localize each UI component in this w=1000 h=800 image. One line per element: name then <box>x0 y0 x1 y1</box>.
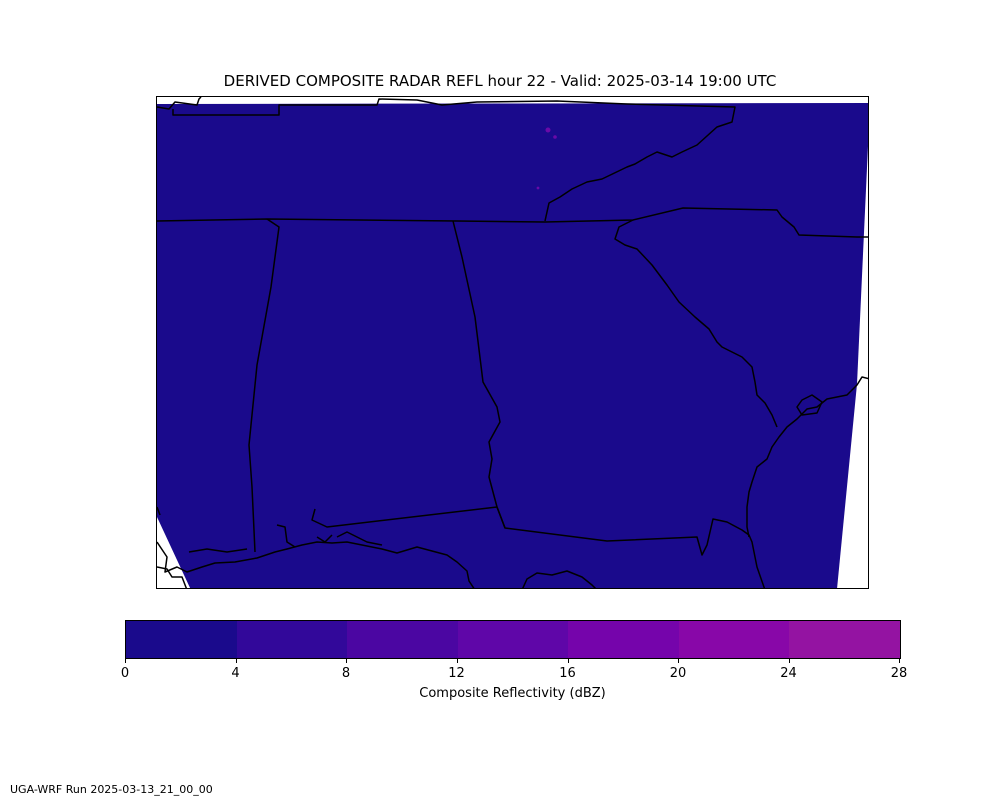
radar-echo <box>545 127 551 133</box>
state-border <box>157 97 736 222</box>
colorbar-segment <box>126 621 237 658</box>
radar-echo <box>553 135 557 139</box>
state-border <box>614 219 778 428</box>
reflectivity-field <box>157 103 868 588</box>
coastline <box>796 394 823 416</box>
colorbar-tick-label: 8 <box>341 666 351 681</box>
radar-map <box>157 97 868 588</box>
run-footer: UGA-WRF Run 2025-03-13_21_00_00 <box>10 783 213 796</box>
map-panel <box>156 96 869 589</box>
colorbar-tick-label: 24 <box>780 666 797 681</box>
colorbar-tick-label: 12 <box>448 666 465 681</box>
colorbar-segment <box>457 621 569 658</box>
coastline <box>157 541 475 588</box>
colorbar-tick-label: 20 <box>669 666 687 681</box>
colorbar-tick-label: 0 <box>120 666 130 681</box>
colorbar-segment <box>789 621 901 658</box>
colorbar-tick-label: 28 <box>890 666 908 681</box>
colorbar-segment <box>568 621 679 658</box>
coastline <box>746 376 868 538</box>
colorbar <box>125 620 901 659</box>
colorbar-segment <box>347 621 458 658</box>
state-border <box>311 506 766 588</box>
state-border <box>157 207 868 238</box>
state-border <box>248 218 280 553</box>
coastline <box>522 570 597 588</box>
colorbar-tick-label: 16 <box>559 666 576 681</box>
map-title: DERIVED COMPOSITE RADAR REFL hour 22 - V… <box>223 72 777 90</box>
colorbar-segment <box>678 621 790 658</box>
colorbar-segment <box>236 621 348 658</box>
colorbar-ticks: 0 4 8 12 16 20 24 28 <box>121 659 907 689</box>
coastline <box>157 566 188 588</box>
state-border <box>452 220 506 529</box>
colorbar-label: Composite Reflectivity (dBZ) <box>419 686 606 701</box>
coastline <box>157 506 383 553</box>
radar-echo <box>536 186 540 190</box>
colorbar-tick-label: 4 <box>231 666 240 681</box>
